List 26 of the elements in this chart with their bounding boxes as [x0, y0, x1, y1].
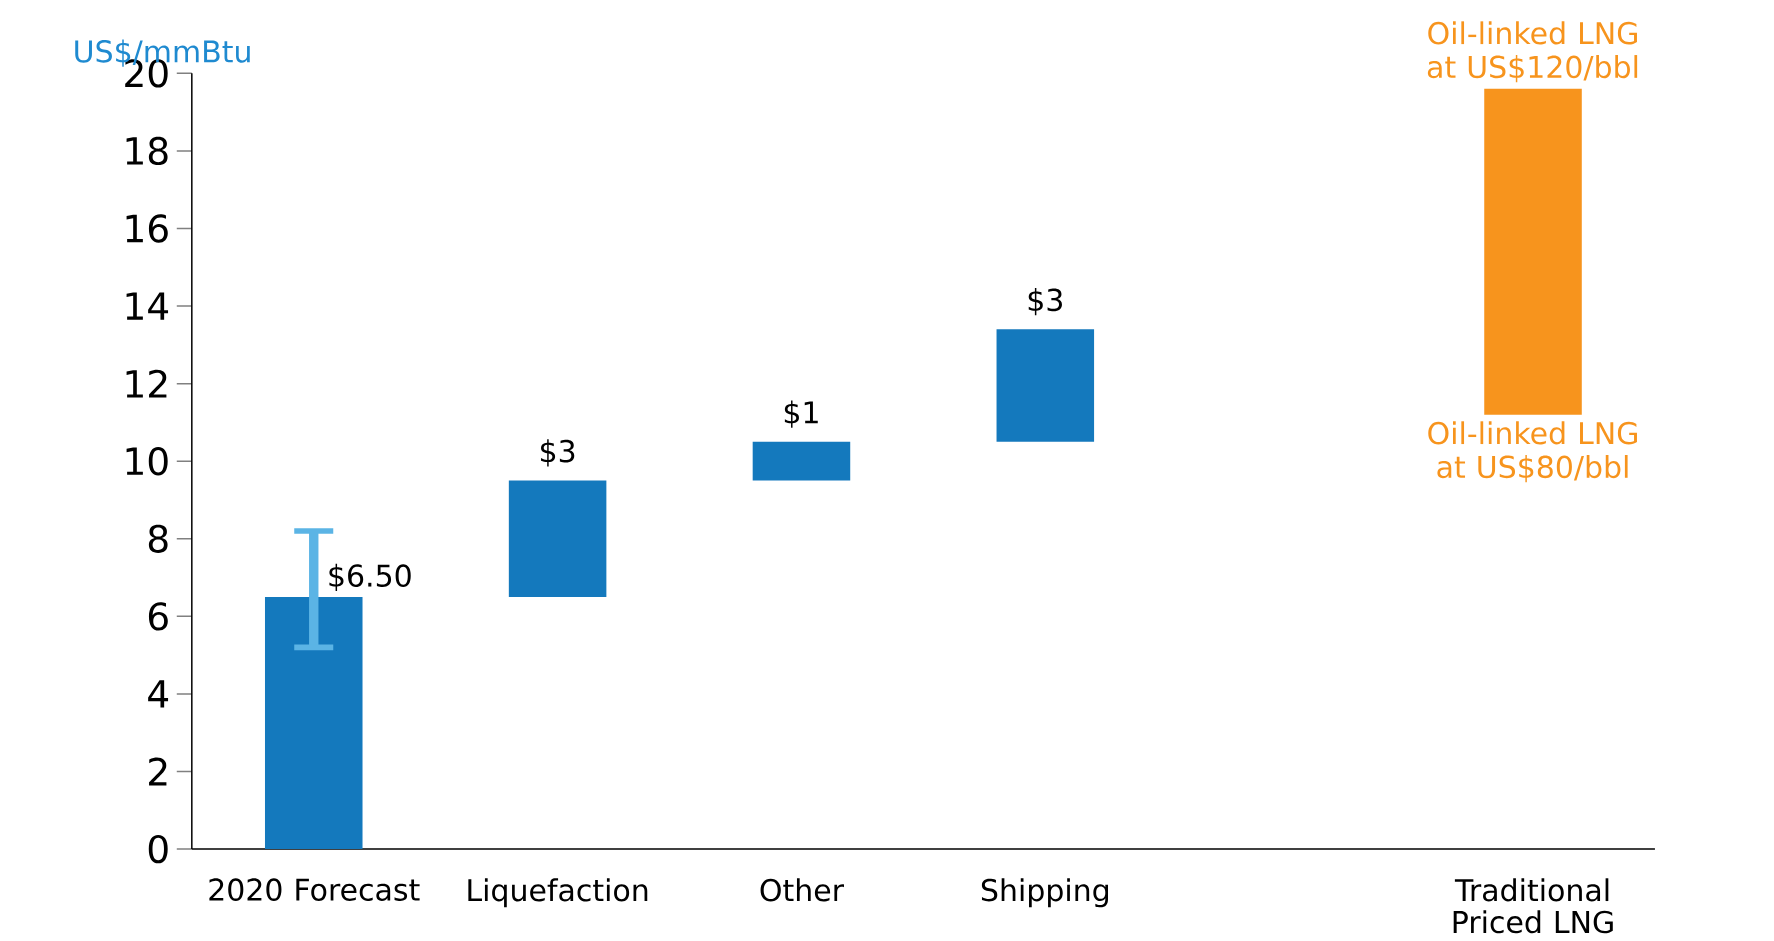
annotation: Oil-linked LNG at US$80/bbl [1428, 421, 1637, 483]
y-tick-label: 14 [126, 292, 169, 320]
data-label: $3 [541, 439, 575, 467]
y-tick-label: 10 [126, 446, 168, 476]
bar [752, 441, 851, 481]
bar [996, 329, 1095, 442]
y-tick-label: 18 [126, 136, 168, 165]
bar [264, 596, 363, 849]
y-tick-label: 0 [148, 834, 168, 864]
data-label: $3 [1028, 287, 1062, 316]
bar [508, 480, 607, 597]
x-tick-label: Other [760, 878, 844, 902]
annotation: Oil-linked LNG at US$120/bbl [1427, 21, 1638, 83]
x-tick-label: Traditional Priced LNG [1453, 878, 1613, 934]
data-label: $6.50 [329, 563, 411, 591]
x-tick-label: Liquefaction [468, 878, 648, 908]
bar [1484, 88, 1582, 415]
y-tick-label: 6 [148, 602, 168, 631]
y-tick-label: 16 [126, 214, 168, 243]
x-tick-label: Shipping [981, 878, 1109, 908]
y-tick-label: 12 [126, 369, 167, 398]
y-tick-label: 4 [148, 680, 169, 708]
data-label: $1 [784, 400, 818, 428]
y-tick-label: 8 [148, 524, 168, 553]
x-tick-label: 2020 Forecast [209, 878, 420, 901]
y-tick-label: 2 [149, 757, 167, 786]
